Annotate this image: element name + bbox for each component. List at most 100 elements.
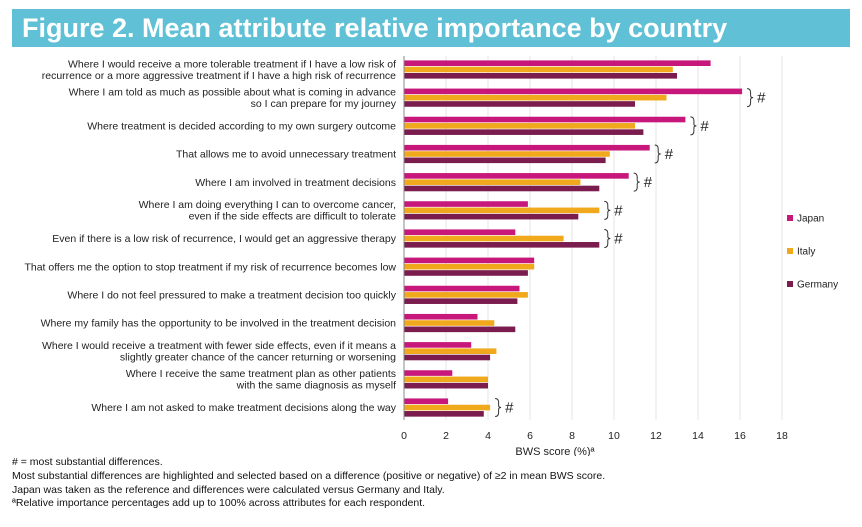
- significance-brace: [604, 200, 611, 220]
- significance-brace: [690, 116, 697, 136]
- significance-hash: #: [644, 174, 653, 191]
- category-label: Where I do not feel pressured to make a …: [67, 289, 396, 301]
- legend-label-germany: Germany: [797, 280, 838, 291]
- legend: Japan Italy Germany: [787, 214, 838, 291]
- significance-hash: #: [614, 202, 623, 219]
- category-label: That offers me the option to stop treatm…: [24, 261, 396, 273]
- bar-italy-5: [404, 179, 581, 185]
- bar-italy-4: [404, 151, 610, 157]
- significance-hash: #: [757, 90, 766, 107]
- footnote-1: # = most substantial differences.: [12, 456, 163, 468]
- bar-italy-12: [404, 376, 488, 383]
- figure-title: Figure 2. Mean attribute relative import…: [22, 13, 728, 43]
- bar-japan-12: [404, 370, 453, 376]
- category-label: with the same diagnosis as myself: [236, 380, 396, 392]
- category-labels: Where I would receive a more tolerable t…: [24, 58, 396, 414]
- x-tick-label: 6: [527, 430, 533, 442]
- bar-italy-6: [404, 207, 600, 214]
- category-label: so I can prepare for my journey: [251, 98, 397, 110]
- x-tick-label: 0: [401, 430, 407, 442]
- legend-label-japan: Japan: [797, 214, 824, 225]
- footnote-2: Most substantial differences are highlig…: [12, 469, 606, 482]
- bar-japan-1: [404, 60, 711, 66]
- category-label: even if the side effects are difficult t…: [189, 211, 397, 223]
- bar-germany-2: [404, 101, 635, 107]
- bar-italy-3: [404, 123, 635, 129]
- category-label: Where I am not asked to make treatment d…: [91, 402, 396, 414]
- bar-japan-5: [404, 173, 629, 179]
- significance-brace: [747, 88, 754, 108]
- category-label: Even if there is a low risk of recurrenc…: [52, 233, 397, 245]
- category-label: Where I am involved in treatment decisio…: [195, 177, 396, 189]
- x-axis: 0 2 4 6 8 10 12 14 16 18 BWS score (%)ª: [401, 56, 788, 456]
- bar-japan-7: [404, 229, 516, 236]
- bar-germany-1: [404, 73, 677, 79]
- x-axis-title: BWS score (%)ª: [515, 446, 595, 456]
- bar-japan-11: [404, 342, 472, 348]
- bar-italy-9: [404, 292, 528, 298]
- x-tick-label: 10: [608, 430, 620, 442]
- x-tick-label: 14: [692, 430, 704, 442]
- category-label: recurrence or a more aggressive treatmen…: [42, 70, 396, 82]
- significance-brace: [604, 229, 611, 249]
- x-tick-label: 8: [569, 430, 575, 442]
- x-tick-label: 18: [776, 430, 788, 442]
- bar-chart: Where I would receive a more tolerable t…: [24, 56, 838, 456]
- category-label: Where treatment is decided according to …: [87, 120, 396, 132]
- category-label: Where I would receive a more tolerable t…: [68, 58, 396, 70]
- bar-italy-7: [404, 235, 564, 242]
- category-label: Where I would receive a treatment with f…: [42, 340, 396, 352]
- significance-brace: [654, 144, 661, 164]
- significance-hash: #: [505, 400, 514, 417]
- bar-germany-3: [404, 129, 644, 135]
- category-label: Where my family has the opportunity to b…: [41, 318, 397, 330]
- bar-italy-10: [404, 320, 495, 326]
- bar-japan-9: [404, 285, 520, 292]
- bar-germany-4: [404, 157, 606, 164]
- category-label: slightly greater chance of the cancer re…: [120, 352, 396, 364]
- bar-japan-10: [404, 313, 478, 320]
- x-tick-label: 2: [443, 430, 449, 442]
- bar-germany-9: [404, 298, 518, 304]
- significance-markers: # # # # # # #: [495, 88, 766, 418]
- bar-germany-11: [404, 354, 491, 361]
- bar-italy-13: [404, 404, 491, 411]
- category-label: That allows me to avoid unnecessary trea…: [176, 149, 396, 161]
- bar-japan-8: [404, 257, 535, 264]
- bar-germany-8: [404, 270, 528, 276]
- bar-italy-11: [404, 348, 497, 354]
- category-label: Where I receive the same treatment plan …: [126, 368, 396, 380]
- bars: [404, 60, 743, 417]
- bar-italy-1: [404, 66, 673, 73]
- bar-japan-4: [404, 144, 650, 151]
- legend-swatch-italy: [787, 248, 793, 254]
- bar-italy-2: [404, 94, 667, 101]
- bar-germany-5: [404, 185, 600, 192]
- bar-japan-6: [404, 201, 528, 207]
- x-tick-label: 12: [650, 430, 662, 442]
- bar-germany-13: [404, 411, 484, 417]
- bar-germany-10: [404, 326, 516, 333]
- legend-label-italy: Italy: [797, 247, 815, 258]
- title-bar: Figure 2. Mean attribute relative import…: [12, 9, 850, 47]
- bar-japan-3: [404, 116, 686, 123]
- significance-brace: [633, 172, 640, 192]
- category-label: Where I am doing everything I can to ove…: [139, 199, 396, 211]
- x-tick-label: 16: [734, 430, 746, 442]
- bar-germany-7: [404, 242, 600, 248]
- significance-hash: #: [700, 118, 709, 135]
- bar-japan-2: [404, 88, 743, 95]
- significance-hash: #: [665, 146, 674, 163]
- significance-brace: [495, 398, 502, 418]
- category-label: Where I am told as much as possible abou…: [69, 87, 397, 99]
- bar-germany-12: [404, 382, 488, 389]
- footnote-4: ªRelative importance percentages add up …: [12, 497, 426, 510]
- legend-swatch-germany: [787, 281, 793, 287]
- bar-italy-8: [404, 263, 535, 270]
- bar-germany-6: [404, 213, 579, 220]
- x-tick-label: 4: [485, 430, 491, 442]
- legend-swatch-japan: [787, 215, 793, 221]
- footnotes: # = most substantial differences. Most s…: [12, 456, 605, 511]
- significance-hash: #: [614, 231, 623, 248]
- footnote-3: Japan was taken as the reference and dif…: [12, 483, 445, 496]
